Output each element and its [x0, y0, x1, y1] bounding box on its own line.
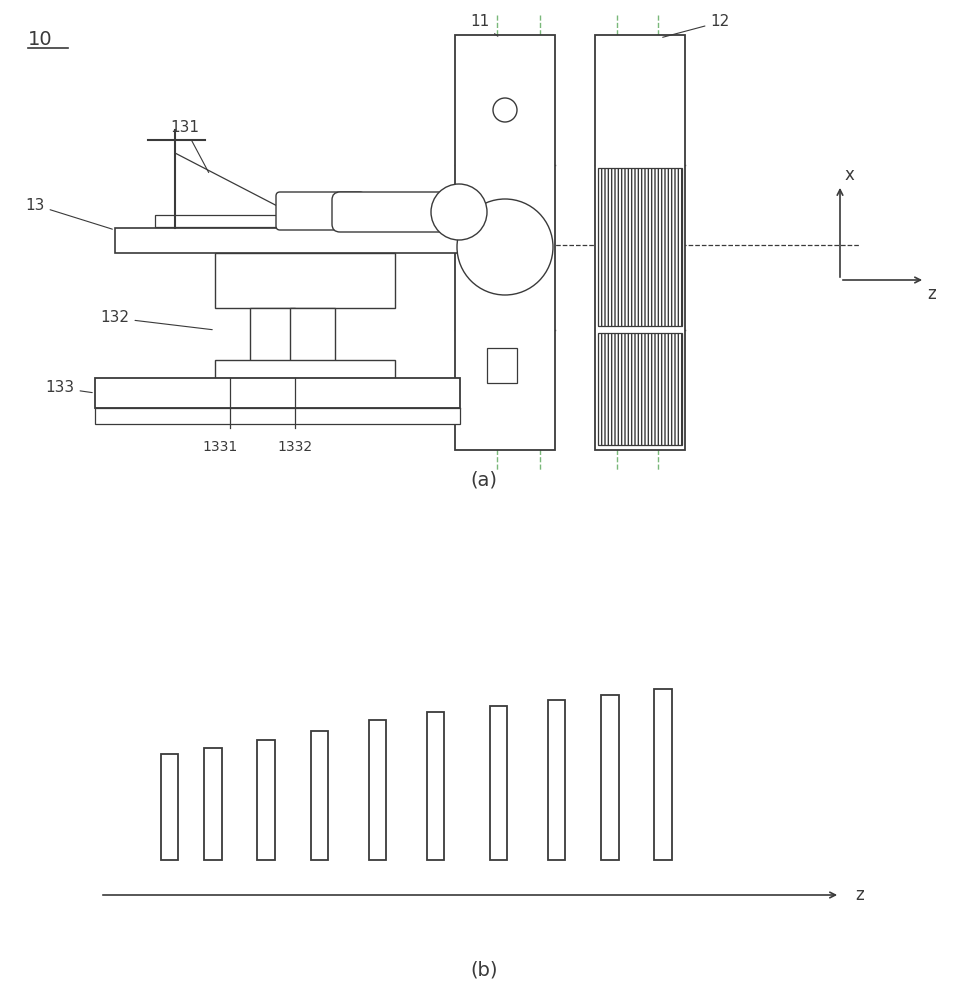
Bar — [215, 360, 395, 378]
Bar — [290, 308, 335, 363]
Text: 11: 11 — [470, 14, 498, 36]
Bar — [257, 740, 275, 860]
Bar — [598, 168, 682, 326]
Bar — [115, 228, 460, 253]
Bar — [455, 35, 555, 450]
FancyBboxPatch shape — [332, 192, 448, 232]
Text: x: x — [845, 166, 855, 184]
Bar — [598, 333, 682, 445]
Text: 1332: 1332 — [278, 440, 313, 454]
Text: 133: 133 — [45, 380, 92, 395]
Bar — [204, 748, 222, 860]
Text: 131: 131 — [170, 120, 209, 173]
Text: (b): (b) — [470, 960, 498, 980]
FancyBboxPatch shape — [276, 192, 364, 230]
Bar — [95, 408, 460, 424]
Bar — [490, 706, 507, 860]
Text: (a): (a) — [470, 471, 498, 489]
Bar — [487, 348, 517, 383]
Bar — [601, 695, 619, 860]
Bar — [654, 689, 672, 860]
Bar — [215, 253, 395, 308]
Bar — [427, 712, 444, 860]
Text: 132: 132 — [101, 310, 212, 330]
Bar — [155, 215, 425, 227]
Text: z: z — [927, 285, 936, 303]
Bar — [95, 378, 460, 408]
Bar — [548, 700, 565, 860]
Circle shape — [431, 184, 487, 240]
Circle shape — [457, 199, 553, 295]
Bar — [161, 754, 178, 860]
Bar — [250, 308, 295, 363]
Bar — [369, 720, 386, 860]
Text: 10: 10 — [28, 30, 52, 49]
Text: 13: 13 — [25, 198, 112, 229]
Text: 12: 12 — [663, 14, 730, 37]
Bar — [595, 35, 685, 450]
Circle shape — [493, 98, 517, 122]
Bar — [311, 731, 328, 860]
Text: z: z — [855, 886, 863, 904]
Text: 1331: 1331 — [202, 440, 237, 454]
